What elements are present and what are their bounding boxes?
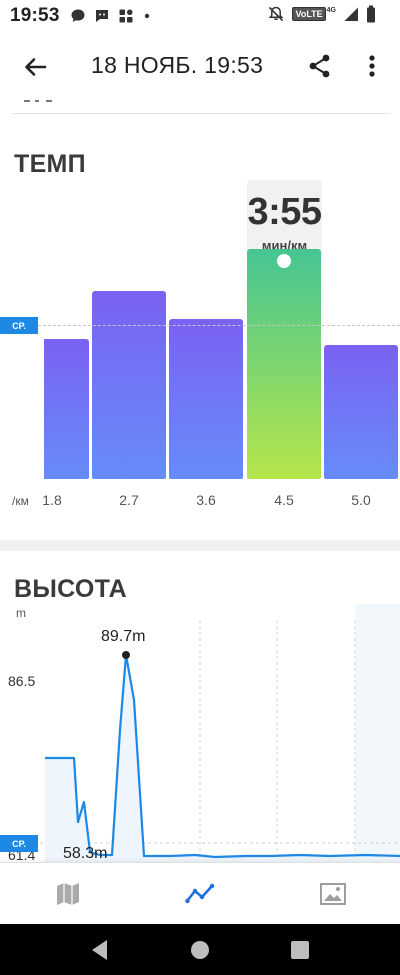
pace-bar[interactable]	[169, 319, 243, 479]
pace-bar[interactable]	[92, 291, 166, 479]
status-time: 19:53	[10, 5, 60, 26]
pace-bar-label: 3.6	[196, 492, 216, 508]
app-bar: 18 НОЯБ. 19:53	[0, 32, 400, 100]
pace-bar-label: 1.8	[42, 492, 62, 508]
scrolled-content-edge	[0, 100, 400, 114]
pace-tooltip-value: 3:55	[247, 191, 322, 233]
map-icon[interactable]	[53, 879, 83, 909]
bottom-navigation	[0, 862, 400, 924]
volte-icon: VoLTE 4G	[292, 7, 336, 21]
chat-bubble-icon	[95, 10, 108, 22]
elevation-title: ВЫСОТА	[14, 575, 127, 603]
status-right-icons: VoLTE 4G	[267, 5, 376, 23]
elevation-chart[interactable]	[0, 600, 400, 862]
pace-title: ТЕМП	[14, 150, 86, 178]
pace-bar-label: 4.5	[274, 492, 294, 508]
elevation-line	[45, 653, 400, 859]
elevation-highlight-band	[355, 604, 400, 862]
photo-icon[interactable]	[318, 879, 348, 909]
volte-label: VoLTE	[292, 7, 326, 21]
pace-average-badge: СР.	[0, 317, 38, 334]
pace-unit-label: /км	[12, 494, 29, 508]
status-bar: 19:53 VoLTE 4G	[0, 0, 400, 32]
chart-line-icon[interactable]	[185, 879, 215, 909]
elevation-average-badge: СР.	[0, 835, 38, 852]
pace-average-line	[38, 325, 400, 326]
more-vert-icon[interactable]	[360, 51, 384, 81]
back-triangle-icon[interactable]	[87, 937, 113, 963]
back-arrow-icon[interactable]	[20, 52, 50, 82]
share-icon[interactable]	[305, 51, 335, 81]
pace-selected-dot	[277, 254, 291, 268]
recents-square-icon[interactable]	[287, 937, 313, 963]
network-label: 4G	[326, 7, 336, 14]
chat-bubble-icon	[71, 9, 85, 22]
elevation-unit-label: m	[16, 606, 26, 620]
elevation-min-label: 58.3m	[63, 845, 108, 862]
pace-bar-label: 5.0	[351, 492, 371, 508]
notification-icons	[70, 8, 152, 24]
dot-icon	[144, 13, 149, 19]
section-separator	[0, 540, 400, 551]
home-circle-icon[interactable]	[187, 937, 213, 963]
divider	[12, 113, 390, 114]
pace-bar[interactable]	[324, 345, 398, 479]
elevation-max-point	[122, 651, 130, 659]
mute-icon	[269, 6, 284, 22]
battery-icon	[367, 5, 375, 23]
apps-icon	[119, 9, 133, 23]
elevation-tick-label: 86.5	[8, 673, 36, 689]
clipped-text-fragment	[24, 100, 52, 102]
system-navigation-bar	[0, 924, 400, 975]
elevation-area-fill	[45, 655, 400, 862]
page-title: 18 НОЯБ. 19:53	[91, 52, 264, 78]
signal-icon	[344, 7, 358, 21]
pace-bar[interactable]	[44, 339, 89, 479]
pace-bar-selected[interactable]	[247, 249, 321, 479]
pace-bar-label: 2.7	[119, 492, 139, 508]
elevation-max-label: 89.7m	[101, 628, 146, 645]
